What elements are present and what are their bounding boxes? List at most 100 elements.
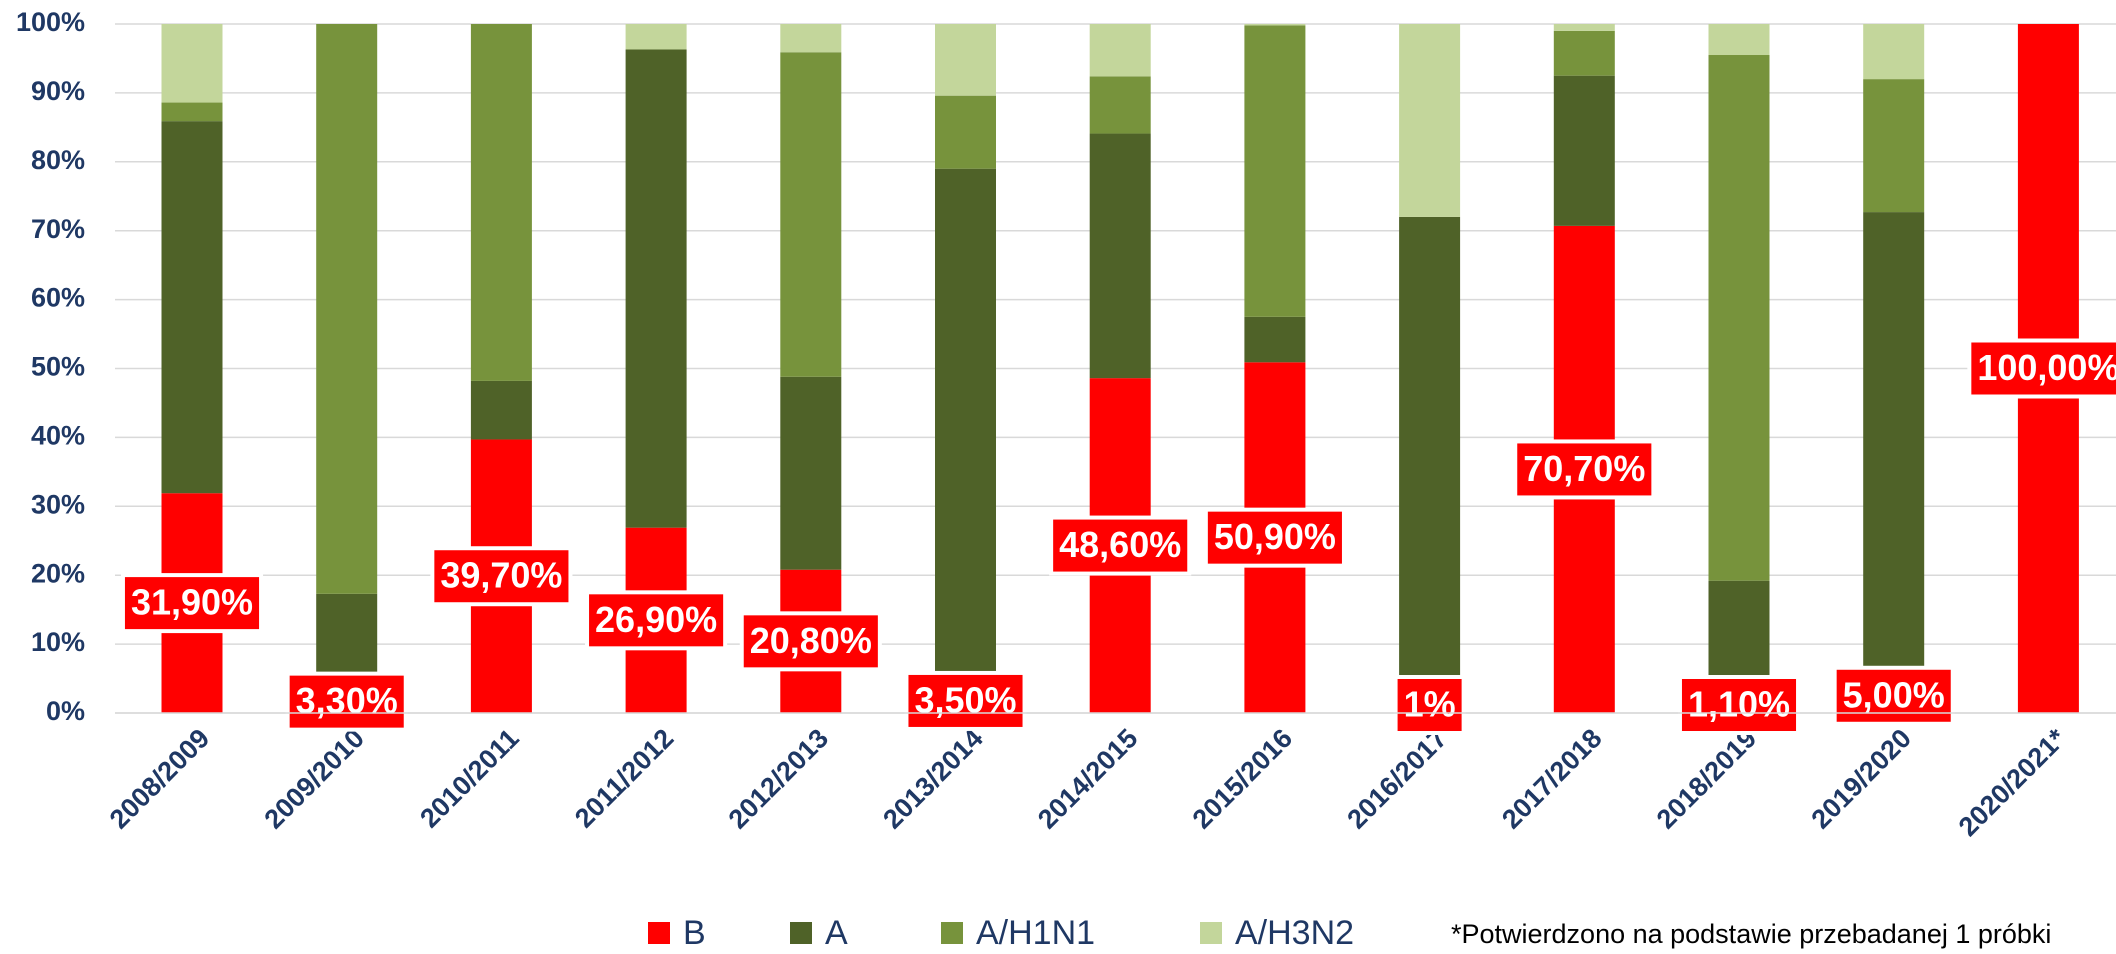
y-tick-label: 50% [31,352,85,382]
value-label-box [1513,439,1656,500]
value-label-box [1967,338,2116,399]
value-label-text: 26,90% [595,599,717,640]
bar-segment [1089,76,1151,134]
bar-segment [1553,30,1615,76]
bar-segment [470,24,532,381]
value-label: 3,50% [904,670,1027,731]
value-label-text: 5,00% [1843,674,1945,715]
legend-swatch [1200,922,1222,944]
value-label: 50,90% [1203,507,1346,568]
y-tick-label: 30% [31,489,85,519]
value-label-box [120,573,264,634]
value-label-text: 3,30% [296,680,398,721]
y-tick-label: 80% [31,145,85,175]
x-tick-label: 2008/2009 [104,723,215,834]
bar-segment [780,52,842,377]
bar-segment [1399,216,1461,707]
value-label-text: 1% [1404,684,1456,725]
value-label: 5,00% [1832,665,1955,726]
value-label: 48,60% [1049,515,1192,576]
legend-swatch [941,922,963,944]
x-tick-label: 2020/2021* [1953,723,2072,842]
legend-label: A/H1N1 [976,914,1095,952]
y-tick-label: 20% [31,558,85,588]
bar-segment [935,24,996,96]
bar-segment [1089,24,1151,77]
value-label: 26,90% [585,590,728,651]
bar-segment [1708,55,1770,581]
legend-label: A [825,914,848,952]
value-label-box [1832,665,1955,726]
bar-segment [161,102,223,122]
value-label: 3,30% [285,671,408,732]
legend-swatch [790,922,812,944]
bar-segment [1399,24,1461,217]
value-label-box [285,671,408,732]
bar-segment [1244,25,1306,317]
legend-label: A/H3N2 [1235,914,1354,952]
value-label-box [1203,507,1346,568]
value-label: 31,90% [120,573,264,634]
value-label-box [904,670,1027,731]
y-tick-label: 70% [31,214,85,244]
y-tick-label: 0% [46,696,85,726]
value-label-box [1049,515,1192,576]
bar-segment [935,168,996,689]
bar-segment [1244,24,1306,26]
bar-segment [161,121,223,494]
bar-segment [1089,133,1151,379]
value-label: 20,80% [739,611,882,672]
x-tick-label: 2014/2015 [1032,723,1143,834]
x-tick-label: 2016/2017 [1341,723,1452,834]
value-label-box [739,611,882,672]
x-tick-label: 2009/2010 [259,723,370,834]
x-tick-label: 2018/2019 [1651,723,1762,834]
bar-segment [1708,24,1770,56]
bar-segment [316,24,378,594]
value-label-text: 70,70% [1523,448,1645,489]
x-tick-label: 2017/2018 [1496,723,1607,834]
value-label-text: 1,10% [1688,684,1790,725]
value-label-box [585,590,728,651]
value-label: 70,70% [1513,439,1656,500]
value-label: 39,70% [430,546,573,607]
value-label-text: 100,00% [1977,347,2116,388]
bar-segment [1244,316,1306,363]
y-tick-label: 100% [16,7,85,37]
x-tick-label: 2011/2012 [569,723,679,833]
value-label: 100,00% [1967,338,2116,399]
value-label-text: 48,60% [1059,524,1181,565]
bar-segment [625,49,687,528]
value-label-box [1677,675,1801,735]
value-label-text: 31,90% [131,582,253,623]
x-tick-label: 2012/2013 [723,723,834,834]
bar-segment [470,380,532,440]
bar-segment [1863,212,1925,679]
value-label-text: 39,70% [440,555,562,596]
bar-segment [161,24,223,103]
footnote: *Potwierdzono na podstawie przebadanej 1… [1451,919,2051,949]
bar-segment [1553,24,1615,31]
y-tick-label: 60% [31,283,85,313]
bar-segment [1863,79,1925,213]
value-label: 1% [1393,675,1466,735]
value-label: 1,10% [1677,675,1801,735]
legend-swatch [648,922,670,944]
bar-segment [935,95,996,169]
value-label-box [430,546,573,607]
bar-segment [1863,24,1925,80]
value-label-box [1393,675,1466,735]
bar-segment [1553,75,1615,226]
y-tick-label: 10% [31,627,85,657]
bar-segment [780,376,842,570]
value-label-text: 20,80% [750,620,872,661]
value-label-text: 3,50% [914,679,1016,720]
y-tick-label: 40% [31,421,85,451]
bar-segment [625,24,687,50]
y-tick-label: 90% [31,76,85,106]
x-tick-label: 2010/2011 [414,723,524,833]
bar-segment [780,24,842,53]
x-tick-label: 2019/2020 [1806,723,1917,834]
value-label-text: 50,90% [1214,516,1336,557]
